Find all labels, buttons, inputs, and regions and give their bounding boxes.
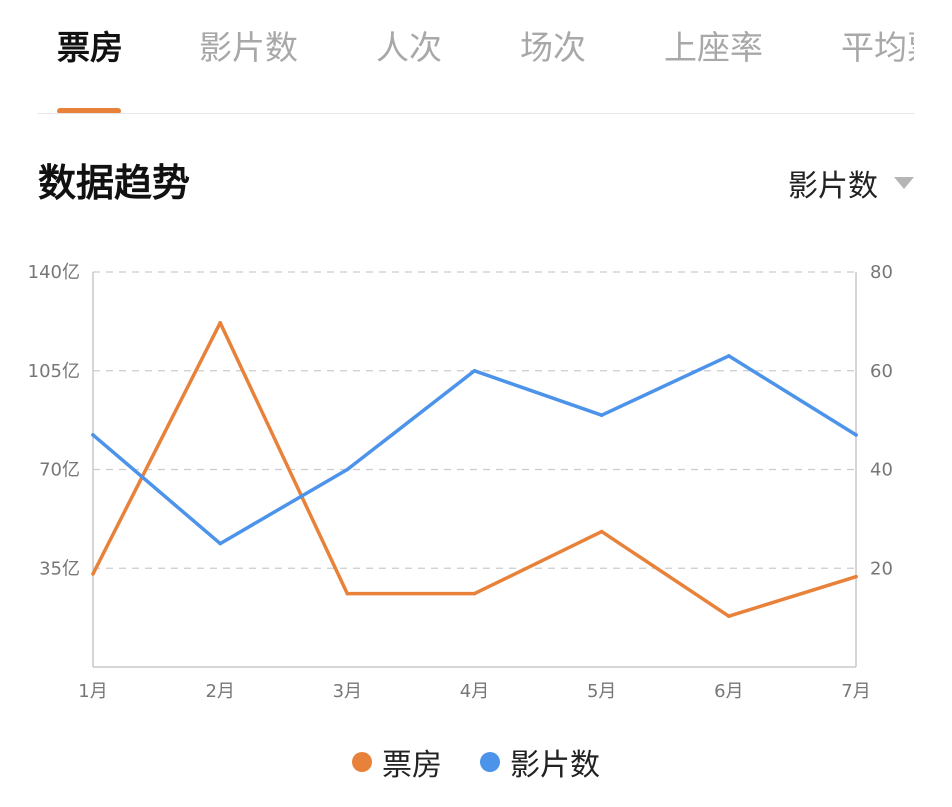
data-point [91, 572, 95, 576]
x-tick-label: 6月 [714, 681, 743, 702]
legend-label-films: 影片数 [510, 748, 600, 783]
y-left-tick-label: 35亿 [39, 558, 80, 579]
y-left-tick-label: 105亿 [28, 361, 80, 382]
metric-dropdown-label: 影片数 [788, 169, 878, 204]
data-point [91, 433, 95, 437]
tab-screenings[interactable]: 场次 [520, 28, 586, 67]
data-point [599, 413, 604, 417]
active-tab-indicator [57, 108, 121, 114]
tabs-divider [38, 113, 914, 114]
legend-item-films[interactable]: 影片数 [480, 740, 600, 784]
x-tick-label: 4月 [460, 681, 489, 702]
data-point [599, 529, 604, 534]
tab-avg-price[interactable]: 平均票价 [841, 28, 914, 67]
data-point [218, 320, 222, 325]
legend-item-boxoffice[interactable]: 票房 [352, 740, 442, 784]
data-point [727, 354, 731, 358]
x-tick-label: 3月 [333, 681, 362, 702]
legend-dot-icon [480, 752, 500, 772]
trend-chart: 140亿 105亿 70亿 35亿 80 60 40 20 1月 2月 3月 4月 5月 6月 7月 [28, 262, 893, 702]
tab-boxoffice[interactable]: 票房 [57, 28, 123, 67]
data-point [345, 591, 350, 596]
metric-dropdown[interactable]: 影片数 [788, 163, 914, 204]
x-tick-label: 7月 [841, 681, 870, 702]
x-tick-label: 2月 [205, 681, 234, 702]
chart-legend: 票房 影片数 [0, 740, 952, 784]
y-left-tick-label: 140亿 [28, 262, 80, 283]
data-point [472, 591, 477, 596]
caret-down-icon [894, 177, 914, 189]
data-point [854, 574, 858, 579]
data-point [854, 433, 858, 437]
data-point [472, 368, 477, 373]
x-tick-label: 5月 [587, 681, 616, 702]
y-right-tick-label: 80 [870, 262, 893, 283]
tab-film-count[interactable]: 影片数 [199, 28, 298, 67]
series-line-films [91, 354, 858, 546]
y-right-tick-label: 40 [870, 460, 893, 481]
legend-label-boxoffice: 票房 [382, 748, 442, 783]
metric-tabs: 票房 影片数 人次 场次 上座率 平均票价 [0, 0, 914, 114]
tab-occupancy[interactable]: 上座率 [664, 28, 763, 67]
legend-dot-icon [352, 752, 372, 772]
y-right-tick-label: 20 [870, 558, 893, 579]
y-right-tick-label: 60 [870, 361, 893, 382]
tab-admissions[interactable]: 人次 [376, 28, 442, 67]
data-point [345, 467, 350, 472]
y-left-tick-label: 70亿 [39, 460, 80, 481]
section-title: 数据趋势 [38, 161, 191, 205]
data-point [218, 541, 222, 546]
x-tick-label: 1月 [78, 681, 107, 702]
data-point [727, 614, 731, 619]
